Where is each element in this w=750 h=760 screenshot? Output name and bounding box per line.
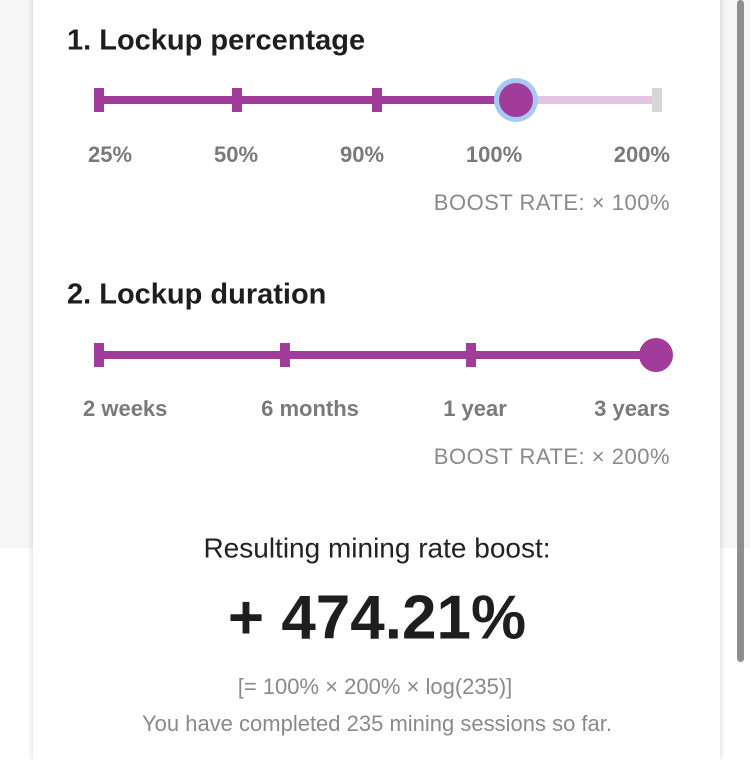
scrollbar [737, 0, 744, 662]
option-label[interactable]: 200% [614, 142, 670, 167]
slider-thumb[interactable] [499, 83, 533, 117]
result-formula: [= 100% × 200% × log(235)] [238, 674, 513, 699]
card [33, 0, 720, 760]
slider-step [232, 88, 242, 112]
slider-thumb[interactable] [639, 338, 673, 372]
boost-rate: BOOST RATE: × 100% [434, 190, 670, 215]
slider-step [94, 88, 104, 112]
option-label[interactable]: 100% [466, 142, 522, 167]
option-label[interactable]: 50% [214, 142, 258, 167]
boost-rate: BOOST RATE: × 200% [434, 444, 670, 469]
section-title: 2. Lockup duration [67, 279, 326, 311]
slider-step [652, 88, 662, 112]
option-label[interactable]: 25% [88, 142, 132, 167]
slider-step [94, 343, 104, 367]
option-label[interactable]: 1 year [443, 396, 507, 421]
result-label: Resulting mining rate boost: [203, 532, 550, 563]
slider-step [466, 343, 476, 367]
option-label[interactable]: 6 months [261, 396, 359, 421]
section-title: 1. Lockup percentage [67, 25, 365, 57]
slider-step [280, 343, 290, 367]
option-label[interactable]: 3 years [594, 396, 670, 421]
slider-step [372, 88, 382, 112]
result-value: + 474.21% [228, 583, 526, 652]
option-label[interactable]: 2 weeks [83, 396, 167, 421]
result-note: You have completed 235 mining sessions s… [142, 711, 612, 736]
option-label[interactable]: 90% [340, 142, 384, 167]
